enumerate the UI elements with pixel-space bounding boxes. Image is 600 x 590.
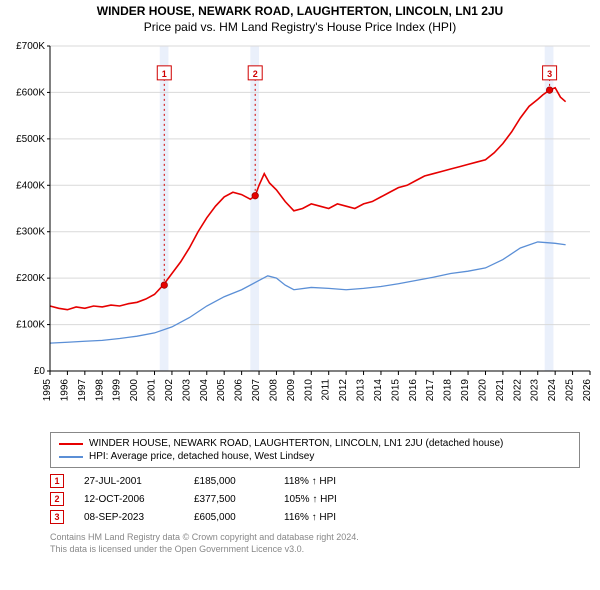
footer-line-2: This data is licensed under the Open Gov… bbox=[50, 544, 580, 556]
chart-svg: £0 £100K £200K £300K £400K £500K £600K £700K 199… bbox=[0, 36, 600, 426]
svg-text:2007: 2007 bbox=[251, 379, 262, 402]
svg-text:1999: 1999 bbox=[112, 379, 123, 402]
svg-text:2002: 2002 bbox=[164, 379, 175, 402]
title-address: WINDER HOUSE, NEWARK ROAD, LAUGHTERTON, … bbox=[10, 4, 590, 18]
sale-price-3: £605,000 bbox=[194, 512, 264, 523]
svg-text:2: 2 bbox=[253, 69, 258, 79]
svg-text:2013: 2013 bbox=[356, 379, 367, 402]
svg-text:1997: 1997 bbox=[77, 379, 88, 402]
sales-table: 1 27-JUL-2001 £185,000 118% ↑ HPI 2 12-O… bbox=[50, 472, 580, 526]
svg-text:£600K: £600K bbox=[16, 87, 45, 98]
svg-text:£100K: £100K bbox=[16, 320, 45, 331]
svg-text:£500K: £500K bbox=[16, 134, 45, 145]
sale-row-1: 1 27-JUL-2001 £185,000 118% ↑ HPI bbox=[50, 472, 580, 490]
sale-marker-1: 1 bbox=[50, 474, 64, 488]
svg-text:1995: 1995 bbox=[42, 379, 53, 402]
svg-text:2016: 2016 bbox=[408, 379, 419, 402]
footer-line-1: Contains HM Land Registry data © Crown c… bbox=[50, 532, 580, 544]
footer: Contains HM Land Registry data © Crown c… bbox=[50, 532, 580, 555]
legend-row-1: WINDER HOUSE, NEWARK ROAD, LAUGHTERTON, … bbox=[59, 437, 571, 450]
svg-text:3: 3 bbox=[547, 69, 552, 79]
svg-text:2015: 2015 bbox=[390, 379, 401, 402]
svg-text:2003: 2003 bbox=[181, 379, 192, 402]
svg-text:2026: 2026 bbox=[582, 379, 593, 402]
legend: WINDER HOUSE, NEWARK ROAD, LAUGHTERTON, … bbox=[50, 432, 580, 468]
svg-text:1998: 1998 bbox=[94, 379, 105, 402]
legend-row-2: HPI: Average price, detached house, West… bbox=[59, 450, 571, 463]
svg-text:2023: 2023 bbox=[530, 379, 541, 402]
sale-marker-3: 3 bbox=[50, 510, 64, 524]
legend-swatch-1 bbox=[59, 443, 83, 445]
svg-text:1996: 1996 bbox=[59, 379, 70, 402]
svg-text:2021: 2021 bbox=[495, 379, 506, 402]
sale-pct-2: 105% ↑ HPI bbox=[284, 494, 374, 505]
svg-text:2000: 2000 bbox=[129, 379, 140, 402]
chart-plot: £0 £100K £200K £300K £400K £500K £600K £700K 199… bbox=[0, 36, 600, 426]
sale-date-1: 27-JUL-2001 bbox=[84, 476, 174, 487]
svg-text:2008: 2008 bbox=[268, 379, 279, 402]
svg-text:2004: 2004 bbox=[199, 379, 210, 402]
svg-text:£0: £0 bbox=[34, 366, 46, 377]
svg-text:£200K: £200K bbox=[16, 273, 45, 284]
svg-text:2020: 2020 bbox=[477, 379, 488, 402]
svg-text:2024: 2024 bbox=[547, 379, 558, 402]
title-block: WINDER HOUSE, NEWARK ROAD, LAUGHTERTON, … bbox=[0, 0, 600, 36]
title-subtitle: Price paid vs. HM Land Registry's House … bbox=[10, 20, 590, 34]
chart-container: WINDER HOUSE, NEWARK ROAD, LAUGHTERTON, … bbox=[0, 0, 600, 555]
legend-label-1: WINDER HOUSE, NEWARK ROAD, LAUGHTERTON, … bbox=[89, 438, 503, 449]
sale-pct-3: 116% ↑ HPI bbox=[284, 512, 374, 523]
svg-text:2018: 2018 bbox=[443, 379, 454, 402]
svg-text:£400K: £400K bbox=[16, 180, 45, 191]
svg-text:£300K: £300K bbox=[16, 227, 45, 238]
svg-text:2012: 2012 bbox=[338, 379, 349, 402]
svg-text:2009: 2009 bbox=[286, 379, 297, 402]
sale-date-2: 12-OCT-2006 bbox=[84, 494, 174, 505]
sale-pct-1: 118% ↑ HPI bbox=[284, 476, 374, 487]
sale-marker-2: 2 bbox=[50, 492, 64, 506]
sale-price-2: £377,500 bbox=[194, 494, 264, 505]
sale-date-3: 08-SEP-2023 bbox=[84, 512, 174, 523]
svg-text:2025: 2025 bbox=[565, 379, 576, 402]
svg-text:2005: 2005 bbox=[216, 379, 227, 402]
svg-text:2010: 2010 bbox=[303, 379, 314, 402]
svg-text:2014: 2014 bbox=[373, 379, 384, 402]
svg-text:2017: 2017 bbox=[425, 379, 436, 402]
svg-text:2019: 2019 bbox=[460, 379, 471, 402]
sale-row-3: 3 08-SEP-2023 £605,000 116% ↑ HPI bbox=[50, 508, 580, 526]
svg-text:£700K: £700K bbox=[16, 41, 45, 52]
svg-text:2011: 2011 bbox=[321, 379, 332, 401]
legend-swatch-2 bbox=[59, 456, 83, 458]
svg-text:2006: 2006 bbox=[234, 379, 245, 402]
svg-text:2001: 2001 bbox=[147, 379, 158, 402]
sale-row-2: 2 12-OCT-2006 £377,500 105% ↑ HPI bbox=[50, 490, 580, 508]
sale-price-1: £185,000 bbox=[194, 476, 264, 487]
svg-text:1: 1 bbox=[162, 69, 167, 79]
legend-label-2: HPI: Average price, detached house, West… bbox=[89, 451, 314, 462]
svg-text:2022: 2022 bbox=[512, 379, 523, 402]
